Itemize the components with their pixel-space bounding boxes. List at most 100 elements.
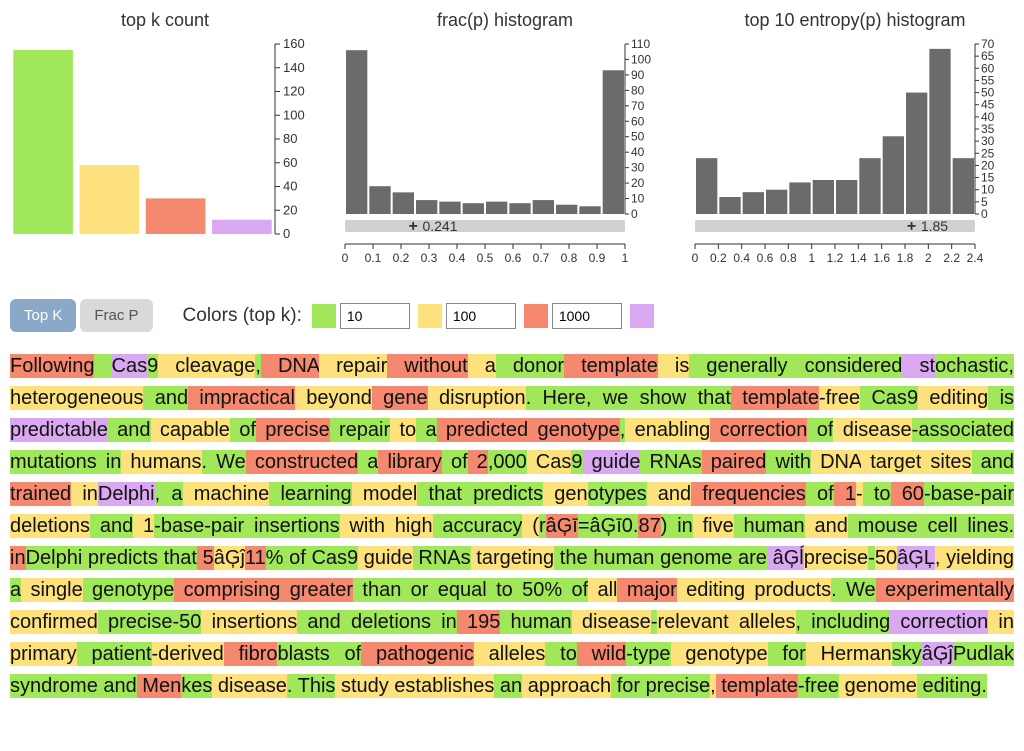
threshold-input-2[interactable] [552, 303, 622, 329]
token[interactable]: relevant [657, 610, 728, 634]
token[interactable]: fibro [224, 642, 278, 666]
token[interactable]: single [21, 578, 83, 602]
token[interactable]: alleles [729, 610, 796, 634]
token[interactable]: template [716, 674, 798, 698]
token[interactable]: that [686, 386, 731, 410]
token[interactable]: a [10, 578, 21, 602]
token[interactable]: to [487, 578, 513, 602]
token[interactable]: We [207, 450, 246, 474]
token[interactable]: 50 [179, 610, 201, 634]
token[interactable]: capable [151, 418, 230, 442]
token[interactable]: including [801, 610, 890, 634]
token[interactable]: in [988, 610, 1014, 634]
token[interactable]: - [868, 546, 875, 570]
token[interactable]: . [981, 674, 987, 698]
token[interactable]: with [340, 514, 385, 538]
token[interactable]: in [97, 450, 122, 474]
token[interactable]: and [297, 610, 341, 634]
token[interactable]: lines [958, 514, 1009, 538]
token[interactable]: of [283, 546, 305, 570]
token[interactable]: Men [137, 674, 181, 698]
token[interactable]: five [693, 514, 734, 538]
token[interactable]: approach [522, 674, 611, 698]
token[interactable]: st [902, 354, 935, 378]
token[interactable]: a [416, 418, 436, 442]
token[interactable]: kes [181, 674, 212, 698]
token[interactable]: cell [918, 514, 958, 538]
token[interactable]: human [500, 610, 571, 634]
token[interactable]: disease [833, 418, 911, 442]
token[interactable]: -type [626, 642, 670, 666]
token[interactable]: for [768, 642, 806, 666]
token[interactable]: in [10, 546, 26, 570]
token[interactable]: in [431, 610, 457, 634]
token[interactable]: in [667, 514, 692, 538]
token[interactable]: deletions [10, 514, 90, 538]
token[interactable]: 9 [571, 450, 582, 474]
token[interactable]: P [953, 642, 966, 666]
token[interactable]: to [545, 642, 576, 666]
token[interactable]: for [611, 674, 640, 698]
token[interactable]: editing [917, 674, 982, 698]
token[interactable]: ( [522, 514, 538, 538]
token[interactable]: 1 [133, 514, 154, 538]
token[interactable]: of [562, 578, 588, 602]
toggle-frac-p[interactable]: Frac P [80, 299, 152, 332]
token[interactable]: mouse [848, 514, 918, 538]
token[interactable]: heterogeneous [10, 386, 143, 410]
token[interactable]: precise [804, 546, 868, 570]
token[interactable]: predicts [82, 546, 158, 570]
token[interactable]: to [863, 482, 891, 506]
token[interactable]: genome [839, 674, 917, 698]
token[interactable]: high [385, 514, 433, 538]
token[interactable]: humans [121, 450, 201, 474]
token[interactable]: editing [918, 386, 988, 410]
token[interactable]: 5 [197, 546, 214, 570]
token[interactable]: and [647, 482, 692, 506]
token[interactable]: sites [921, 450, 971, 474]
token[interactable]: = [578, 514, 590, 538]
token[interactable]: or [401, 578, 428, 602]
token[interactable]: 87 [638, 514, 660, 538]
token[interactable]: accuracy [433, 514, 523, 538]
token[interactable]: paired [702, 450, 767, 474]
token[interactable]: editing [677, 578, 745, 602]
token[interactable]: generally [689, 354, 787, 378]
token[interactable]: Delphi [26, 546, 83, 570]
token[interactable]: target [861, 450, 921, 474]
token[interactable]: 195 [457, 610, 501, 634]
token[interactable]: machine [183, 482, 270, 506]
token[interactable]: is [658, 354, 690, 378]
token[interactable]: without [387, 354, 467, 378]
token[interactable]: and [972, 450, 1014, 474]
token[interactable]: that [158, 546, 197, 570]
token[interactable]: insertions [201, 610, 297, 634]
token[interactable]: Cas [527, 450, 572, 474]
token[interactable]: beyond [295, 386, 372, 410]
token[interactable]: RNAs [413, 546, 471, 570]
token[interactable]: guide [358, 546, 413, 570]
token[interactable]: confirmed [10, 610, 98, 634]
token[interactable]: sky [892, 642, 922, 666]
token[interactable]: 000 [493, 450, 526, 474]
toggle-top-k[interactable]: Top K [10, 299, 76, 332]
token[interactable]: -pair [204, 514, 244, 538]
token[interactable]: âĢī [546, 514, 578, 538]
token[interactable]: disease [572, 610, 651, 634]
token[interactable]: 0 [622, 514, 633, 538]
token[interactable]: % [266, 546, 284, 570]
token[interactable]: cleavage [158, 354, 255, 378]
token[interactable]: udlak [966, 642, 1014, 666]
token[interactable]: syndrome [10, 674, 98, 698]
token[interactable]: mutations [10, 450, 97, 474]
token[interactable]: . [831, 578, 837, 602]
token[interactable]: DNA [811, 450, 861, 474]
token[interactable]: constructed [246, 450, 358, 474]
token[interactable]: major [617, 578, 676, 602]
token[interactable]: correction [890, 610, 988, 634]
token[interactable]: genotype [528, 418, 620, 442]
token[interactable]: library [378, 450, 442, 474]
token[interactable]: greater [280, 578, 353, 602]
token[interactable]: donor [496, 354, 564, 378]
token[interactable]: precise [640, 674, 710, 698]
